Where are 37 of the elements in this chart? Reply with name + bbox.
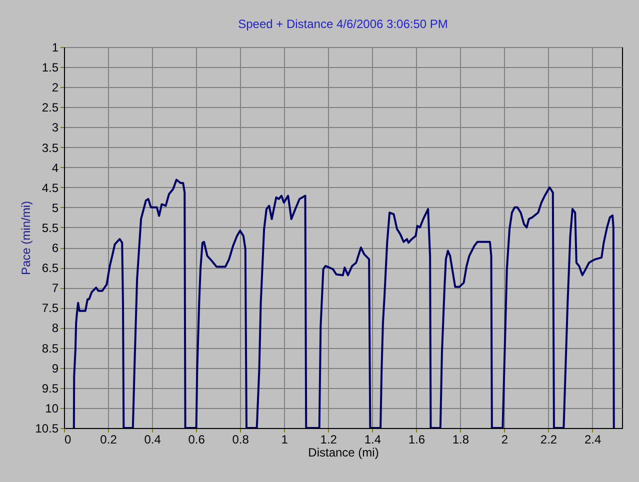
x-tick-label: 1.4 (364, 432, 382, 446)
x-tick-label: 0.4 (144, 432, 162, 446)
x-tick-label: 1.6 (408, 432, 426, 446)
y-tick-label: 10.5 (35, 422, 59, 436)
y-tick-label: 8.5 (42, 341, 59, 356)
y-tick-label: 4.5 (42, 180, 59, 195)
chart-title: Speed + Distance 4/6/2006 3:06:50 PM (238, 17, 448, 31)
x-tick-label: 2.2 (540, 432, 558, 446)
x-tick-label: 1.8 (452, 432, 470, 446)
y-tick-label: 4 (52, 160, 59, 175)
x-tick-label: 0 (64, 432, 72, 446)
x-tick-label: 2 (501, 432, 508, 446)
y-tick-label: 3.5 (42, 140, 59, 155)
x-tick-label: 1 (281, 432, 288, 446)
y-tick-label: 9 (52, 361, 59, 376)
x-tick-label: 0.2 (100, 432, 118, 446)
y-tick-label: 7 (52, 281, 59, 296)
y-tick-label: 5 (52, 200, 59, 215)
y-tick-label: 1 (52, 40, 59, 54)
x-tick-label: 0.6 (188, 432, 206, 446)
x-axis-title: Distance (mi) (308, 446, 379, 460)
y-tick-label: 5.5 (42, 220, 59, 235)
y-tick-label: 8 (52, 321, 59, 336)
y-tick-label: 6 (52, 241, 59, 256)
y-tick-label: 6.5 (42, 261, 59, 276)
y-tick-label: 10 (45, 401, 59, 416)
y-tick-label: 2.5 (42, 100, 59, 115)
y-tick-label: 3 (52, 120, 59, 135)
line-series (72, 178, 615, 428)
x-tick-label: 0.8 (232, 432, 250, 446)
x-tick-label: 1.2 (320, 432, 338, 446)
y-tick-label: 9.5 (42, 381, 59, 396)
y-tick-label: 1.5 (42, 60, 59, 75)
y-tick-label: 7.5 (42, 301, 59, 316)
y-tick-label: 2 (52, 80, 59, 95)
y-axis-title: Pace (min/mi) (19, 200, 34, 276)
x-tick-label: 2.4 (584, 432, 602, 446)
